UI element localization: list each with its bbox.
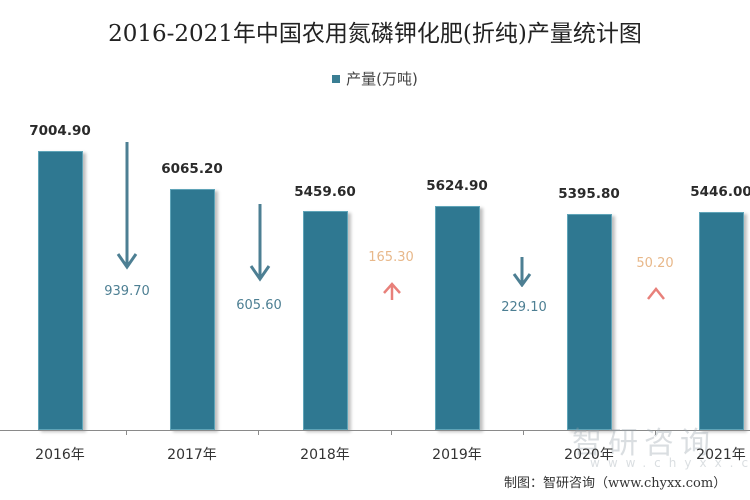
x-label-2019: 2019年: [432, 447, 482, 463]
bar-2020: [567, 214, 612, 430]
legend-label: 产量(万吨): [346, 70, 418, 88]
x-label-2021: 2021年: [696, 447, 746, 463]
legend-swatch: [332, 74, 341, 83]
x-label-2018: 2018年: [300, 447, 350, 463]
bar-2016: [38, 151, 83, 430]
watermark-url: www.chyxx.com: [590, 456, 750, 470]
source-note: 制图：智研咨询（www.chyxx.com）: [504, 476, 727, 491]
bar-2018: [303, 211, 348, 430]
x-axis-tick: [126, 431, 127, 435]
x-axis: [0, 430, 750, 431]
value-label-2017: 6065.20: [161, 161, 223, 177]
x-axis-tick: [258, 431, 259, 435]
watermark: 智研咨询: [572, 426, 716, 461]
chart-title: 2016-2021年中国农用氮磷钾化肥(折纯)产量统计图: [108, 21, 642, 47]
value-label-2020: 5395.80: [558, 186, 620, 202]
x-axis-tick: [391, 431, 392, 435]
x-axis-tick: [655, 431, 656, 435]
change-label-2021: 50.20: [636, 256, 674, 271]
down-arrow-icon: [512, 257, 532, 287]
value-label-2019: 5624.90: [426, 178, 488, 194]
down-arrow-icon: [249, 204, 271, 282]
value-label-2018: 5459.60: [294, 184, 356, 200]
bar-2021: [699, 212, 744, 430]
bar-2019: [435, 206, 480, 430]
legend: 产量(万吨): [0, 68, 750, 89]
x-axis-tick: [523, 431, 524, 435]
down-arrow-icon: [116, 142, 138, 270]
x-label-2017: 2017年: [167, 447, 217, 463]
change-label-2017: 939.70: [104, 284, 150, 299]
x-label-2016: 2016年: [35, 447, 85, 463]
change-label-2019: 165.30: [368, 250, 414, 265]
x-label-2020: 2020年: [564, 447, 614, 463]
bar-2017: [170, 189, 215, 430]
up-arrow-icon: [383, 282, 401, 300]
up-chevron-icon: [647, 286, 665, 300]
change-label-2020: 229.10: [501, 300, 547, 315]
value-label-2021: 5446.00: [690, 184, 750, 200]
value-label-2016: 7004.90: [29, 123, 91, 139]
change-label-2018: 605.60: [236, 298, 282, 313]
